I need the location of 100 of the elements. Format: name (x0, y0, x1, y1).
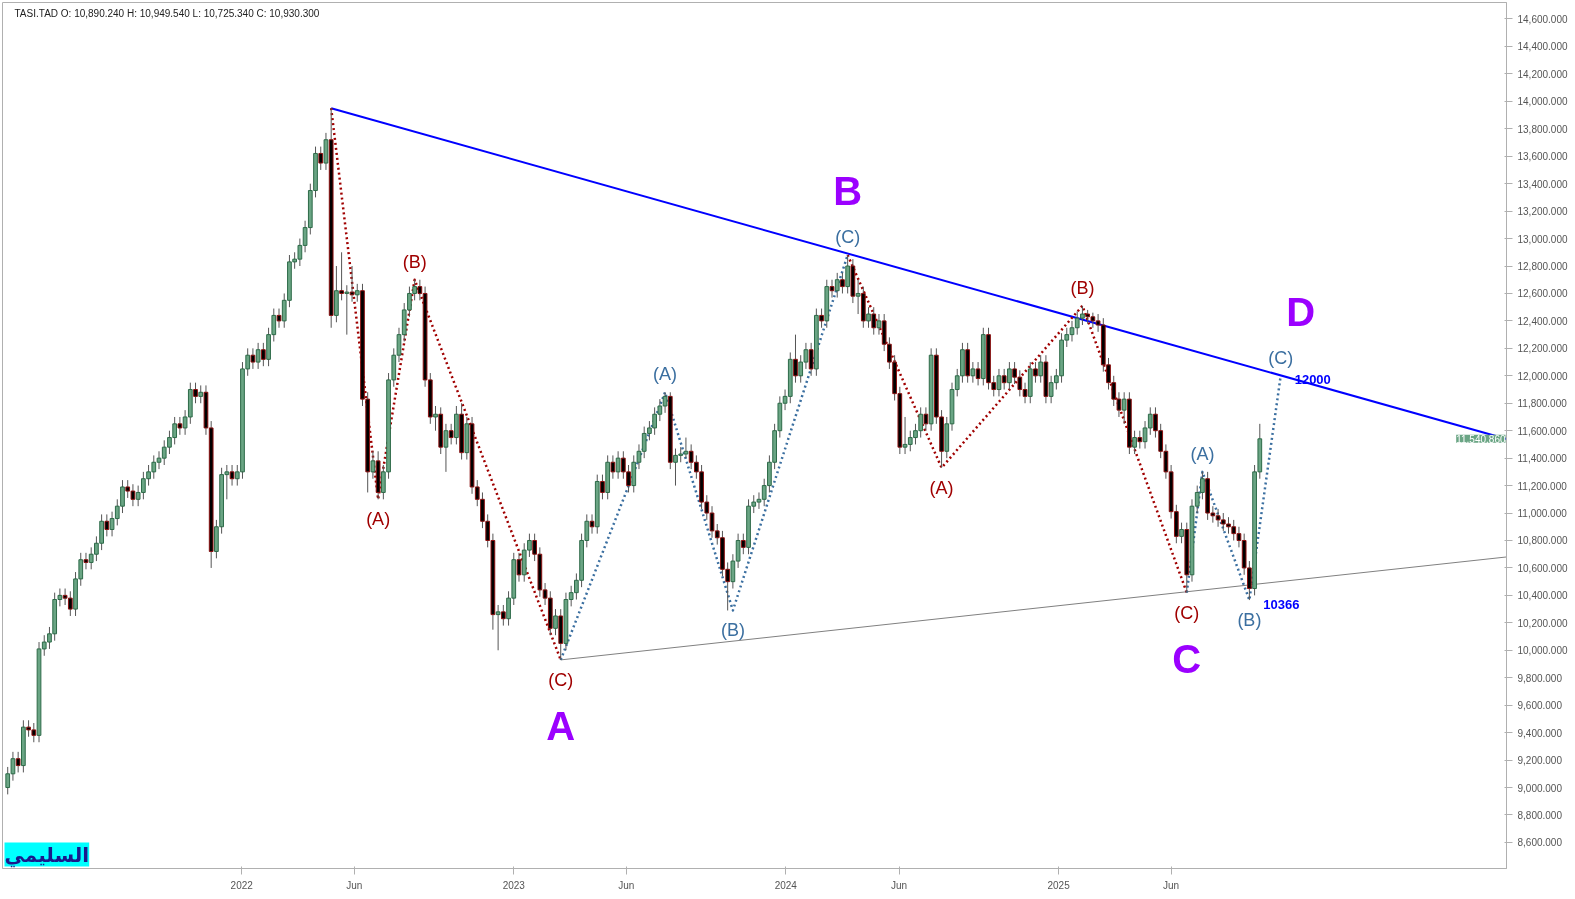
y-tick-label: 9,400.000 (1517, 727, 1563, 739)
x-tick-label: Jun (346, 879, 363, 891)
candlestick (454, 405, 459, 445)
candlestick (834, 272, 840, 299)
candlestick (276, 308, 282, 329)
y-tick-label: 12,200.000 (1517, 343, 1568, 355)
y-tick-label: 12,000.000 (1517, 370, 1568, 382)
data-label: (C) (548, 669, 574, 690)
candlestick (349, 265, 355, 303)
candlestick (323, 132, 329, 171)
candlestick (829, 279, 835, 299)
y-tick-label: 10,800.000 (1517, 535, 1568, 547)
candlestick (433, 405, 438, 432)
y-tick-label: 11,800.000 (1517, 398, 1568, 410)
y-tick-label: 10,000.000 (1517, 645, 1568, 657)
x-tick-label: 2022 (230, 879, 254, 891)
y-tick-label: 11,000.000 (1517, 508, 1568, 520)
candlestick (229, 464, 235, 487)
candlestick (495, 604, 501, 651)
candlestick (250, 347, 256, 370)
x-tick-label: Jun (1163, 879, 1180, 891)
data-label: (B) (402, 251, 427, 272)
y-tick-label: 11,200.000 (1517, 480, 1568, 492)
data-label: (C) (1268, 347, 1294, 368)
annotation: TASI.TAD O: 10,890.240 H: 10,949.540 L: 10,725.340 C: 10,930.300 (14, 7, 320, 19)
y-tick-label: 10,200.000 (1517, 617, 1568, 629)
candlestick (1007, 361, 1012, 391)
candlestick (871, 306, 877, 336)
candlestick (1121, 391, 1127, 425)
candlestick (1038, 354, 1044, 384)
candlestick (1033, 361, 1038, 384)
candlestick (177, 416, 183, 436)
candlestick (819, 308, 824, 329)
y-tick-label: 13,400.000 (1517, 178, 1568, 190)
x-tick-label: 2025 (1047, 879, 1071, 891)
annotation: B (833, 169, 863, 214)
candlestick (448, 423, 454, 445)
y-tick-label: 11,600.000 (1517, 425, 1568, 437)
x-tick-label: 2023 (502, 879, 526, 891)
candlestick (631, 454, 637, 493)
annotation: السليمي (4, 842, 90, 868)
candlestick (589, 513, 595, 535)
candlestick (855, 279, 861, 315)
y-tick-label: 12,400.000 (1517, 315, 1568, 327)
y-tick-label: 13,000.000 (1517, 233, 1568, 245)
y-tick-label: 9,200.000 (1517, 755, 1563, 767)
candlestick (615, 450, 621, 480)
annotation: 10366 (1263, 596, 1300, 612)
candlestick (255, 342, 261, 370)
candlestick (610, 454, 616, 480)
candlestick (600, 474, 605, 500)
data-label: (C) (1174, 602, 1200, 623)
candlestick (193, 382, 198, 404)
y-tick-label: 10,400.000 (1517, 590, 1568, 602)
candlestick (793, 334, 798, 384)
y-tick-label: 11,400.000 (1517, 453, 1568, 465)
candlestick (15, 751, 21, 773)
candlestick (996, 368, 1002, 397)
candlestick (516, 552, 522, 583)
y-tick-label: 14,400.000 (1517, 41, 1568, 53)
candlestick (443, 423, 449, 473)
y-tick-label: 14,200.000 (1517, 68, 1568, 80)
candlestick (975, 361, 981, 386)
data-label: (B) (720, 620, 745, 641)
x-tick-label: Jun (891, 879, 908, 891)
candlestick (740, 533, 746, 555)
candlestick (808, 342, 814, 377)
candlestick (260, 342, 266, 367)
y-tick-label: 14,000.000 (1517, 96, 1568, 108)
y-tick-label: 9,000.000 (1517, 782, 1563, 794)
x-tick-label: Jun (618, 879, 635, 891)
annotation: C (1172, 636, 1202, 681)
y-tick-label: 14,600.000 (1517, 13, 1568, 25)
data-label: (A) (1190, 443, 1215, 464)
candlestick (866, 306, 871, 329)
y-tick-label: 10,600.000 (1517, 562, 1568, 574)
y-tick-label: 13,800.000 (1517, 123, 1568, 135)
candlestick (370, 450, 376, 480)
data-label: (A) (366, 509, 391, 530)
y-tick-label: 12,800.000 (1517, 261, 1568, 273)
data-label: (C) (835, 227, 861, 248)
y-tick-label: 13,200.000 (1517, 206, 1568, 218)
candlestick (83, 552, 89, 570)
candlestick (1179, 522, 1184, 544)
candlestick (970, 361, 976, 384)
candlestick (344, 284, 350, 336)
data-label: (B) (1070, 277, 1095, 298)
candlestick (845, 254, 851, 294)
x-tick-label: 2024 (774, 879, 798, 891)
candlestick (339, 251, 344, 301)
y-tick-label: 8,800.000 (1517, 809, 1563, 821)
data-label: (A) (653, 364, 678, 385)
annotation: A (546, 703, 576, 748)
data-label: (A) (929, 477, 954, 498)
y-tick-label: 8,600.000 (1517, 837, 1563, 849)
annotation: 12000 (1294, 372, 1331, 388)
candlestick (553, 608, 558, 636)
candlestick (104, 513, 110, 537)
candlestick (1132, 430, 1137, 455)
candlestick (318, 146, 324, 171)
